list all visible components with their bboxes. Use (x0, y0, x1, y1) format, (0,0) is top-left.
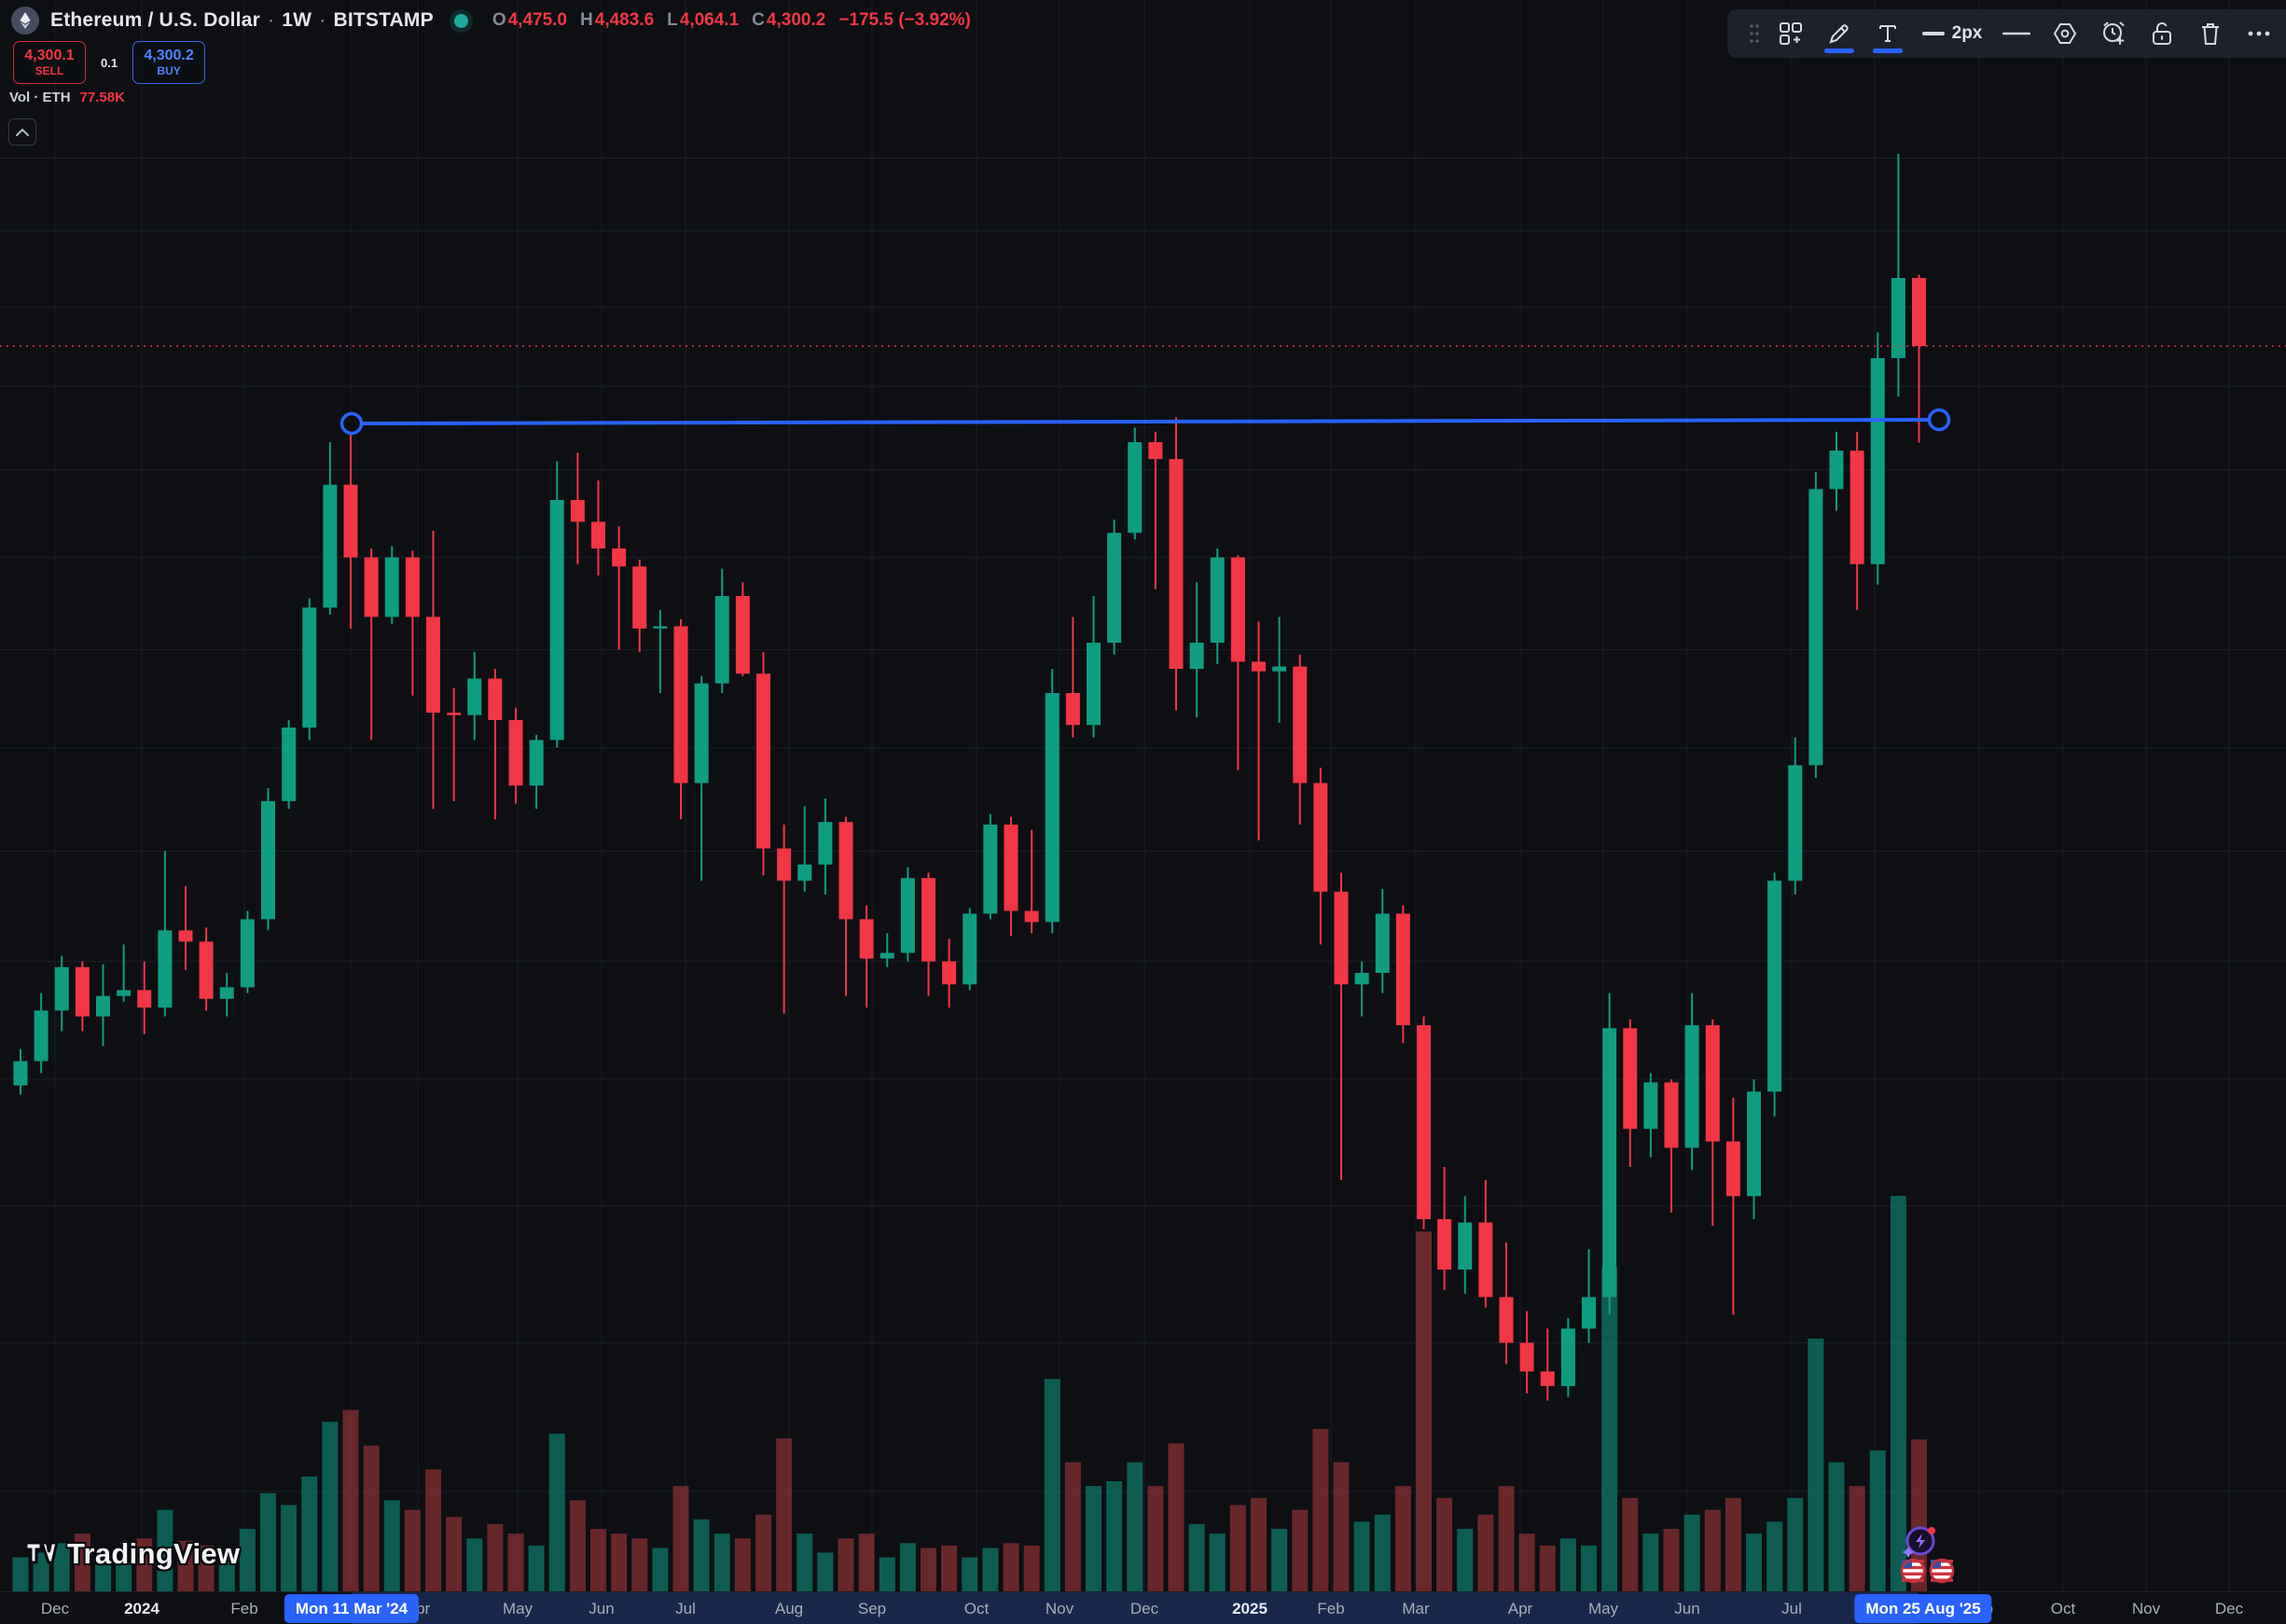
ohlc-readout: O 4,475.0 H 4,483.6 L 4,064.1 C 4,300.2 −175… (492, 10, 971, 30)
tradingview-logo-icon (24, 1541, 58, 1564)
market-status-dot (453, 13, 468, 28)
trendline-date-tooltip-right: Mon 25 Aug '25 (1854, 1594, 1992, 1623)
time-axis[interactable]: Dec 2024 Feb Mar Apr May Jun Jul Aug Sep Oct Nov Dec… (0, 1591, 2286, 1624)
chevron-up-icon (16, 128, 29, 136)
volume-indicator-legend[interactable]: Vol · ETH 77.58K (9, 90, 125, 105)
time-axis-label: Jun (589, 1599, 615, 1617)
toolbar-drag-handle-icon[interactable] (1742, 9, 1766, 58)
lock-open-icon[interactable] (2138, 9, 2186, 58)
time-axis-label: Jun (1674, 1599, 1700, 1617)
add-template-icon[interactable] (1766, 9, 1815, 58)
time-axis-selection-band (352, 1592, 1919, 1624)
buy-button[interactable]: 4,300.2 BUY (132, 41, 206, 84)
time-axis-label: Apr (1507, 1599, 1533, 1617)
sell-button[interactable]: 4,300.1 SELL (13, 41, 86, 84)
pencil-tool-icon[interactable] (1815, 9, 1863, 58)
grid-lines (0, 0, 2286, 1591)
overlays (0, 345, 2286, 436)
time-axis-label: Jul (1781, 1599, 1802, 1617)
text-color-indicator (1873, 49, 1903, 53)
candles (13, 153, 1926, 1401)
line-style-icon[interactable] (1992, 9, 2041, 58)
trash-icon[interactable] (2186, 9, 2235, 58)
time-axis-label: Dec (2214, 1599, 2244, 1617)
pencil-color-indicator (1824, 49, 1854, 53)
time-axis-label: Nov (2131, 1599, 2161, 1617)
symbol-title[interactable]: Ethereum / U.S. Dollar · 1W · BITSTAMP (50, 9, 434, 31)
trendline-date-tooltip-left: Mon 11 Mar '24 (284, 1594, 420, 1623)
time-axis-label: Aug (774, 1599, 804, 1617)
horizontal-trendline[interactable] (351, 418, 1940, 425)
time-axis-label: Dec (1129, 1599, 1159, 1617)
trade-panel: 4,300.1 SELL 0.1 4,300.2 BUY (13, 41, 206, 84)
shape-settings-icon[interactable] (2041, 9, 2089, 58)
time-axis-label: May (1587, 1599, 1619, 1617)
more-options-icon[interactable] (2235, 9, 2283, 58)
volume-bars (12, 1196, 1927, 1624)
change-readout: −175.5 (−3.92%) (838, 10, 971, 30)
spread-value[interactable]: 0.1 (101, 55, 118, 70)
trendline-anchor-left[interactable] (339, 411, 364, 436)
collapse-pane-button[interactable] (8, 118, 36, 146)
news-event-marker[interactable] (1901, 1522, 1938, 1564)
time-axis-label: May (502, 1599, 533, 1617)
drawing-toolbar: 2px (1727, 9, 2286, 58)
time-axis-label: Feb (230, 1599, 258, 1617)
time-axis-label: 2024 (124, 1599, 159, 1617)
line-width-button[interactable]: 2px (1912, 9, 1992, 58)
text-tool-icon[interactable] (1863, 9, 1912, 58)
time-axis-label: Jul (675, 1599, 696, 1617)
time-axis-label: 2025 (1232, 1599, 1268, 1617)
add-alert-icon[interactable] (2089, 9, 2138, 58)
us-economic-event-flags[interactable] (1899, 1556, 1957, 1590)
tradingview-logo[interactable]: TradingView (24, 1537, 240, 1571)
time-axis-label: Sep (857, 1599, 887, 1617)
trendline-anchor-right[interactable] (1927, 408, 1951, 432)
time-axis-label: Nov (1045, 1599, 1074, 1617)
time-axis-label: Dec (40, 1599, 70, 1617)
time-axis-label: Mar (1402, 1599, 1430, 1617)
symbol-header: Ethereum / U.S. Dollar · 1W · BITSTAMP O… (11, 7, 971, 35)
time-axis-label: Feb (1317, 1599, 1345, 1617)
ethereum-icon (11, 7, 39, 35)
time-axis-label: Oct (2050, 1599, 2076, 1617)
time-axis-label: Oct (963, 1599, 990, 1617)
